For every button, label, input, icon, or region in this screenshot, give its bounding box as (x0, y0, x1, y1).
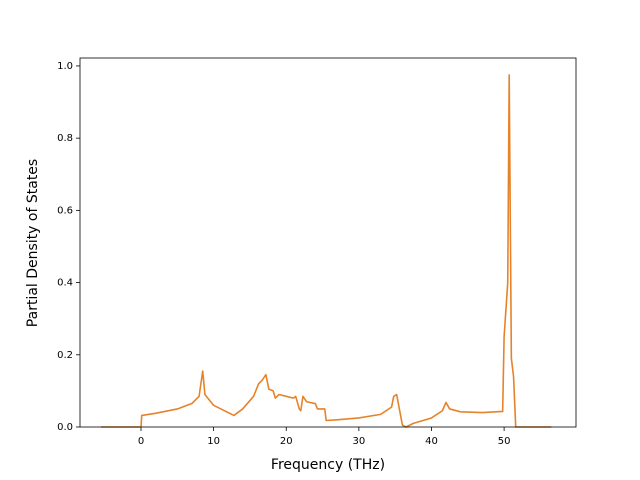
y-tick-label: 0.6 (57, 205, 73, 216)
x-tick-label: 10 (207, 436, 220, 447)
x-tick-label: 50 (498, 436, 511, 447)
y-tick-label: 0.4 (57, 278, 73, 289)
line (101, 74, 552, 428)
y-tick-label: 1.0 (57, 61, 73, 72)
x-tick-label: 40 (425, 436, 438, 447)
y-axis-label: Partial Density of States (25, 159, 41, 327)
x-tick-label: 0 (138, 436, 144, 447)
x-axis-label: Frequency (THz) (271, 457, 385, 473)
x-tick-label: 20 (280, 436, 293, 447)
y-tick-label: 0.0 (57, 422, 73, 433)
plot-frame (79, 57, 577, 428)
y-tick-label: 0.2 (57, 350, 73, 361)
x-tick-label: 30 (352, 436, 365, 447)
y-tick-label: 0.8 (57, 133, 73, 144)
